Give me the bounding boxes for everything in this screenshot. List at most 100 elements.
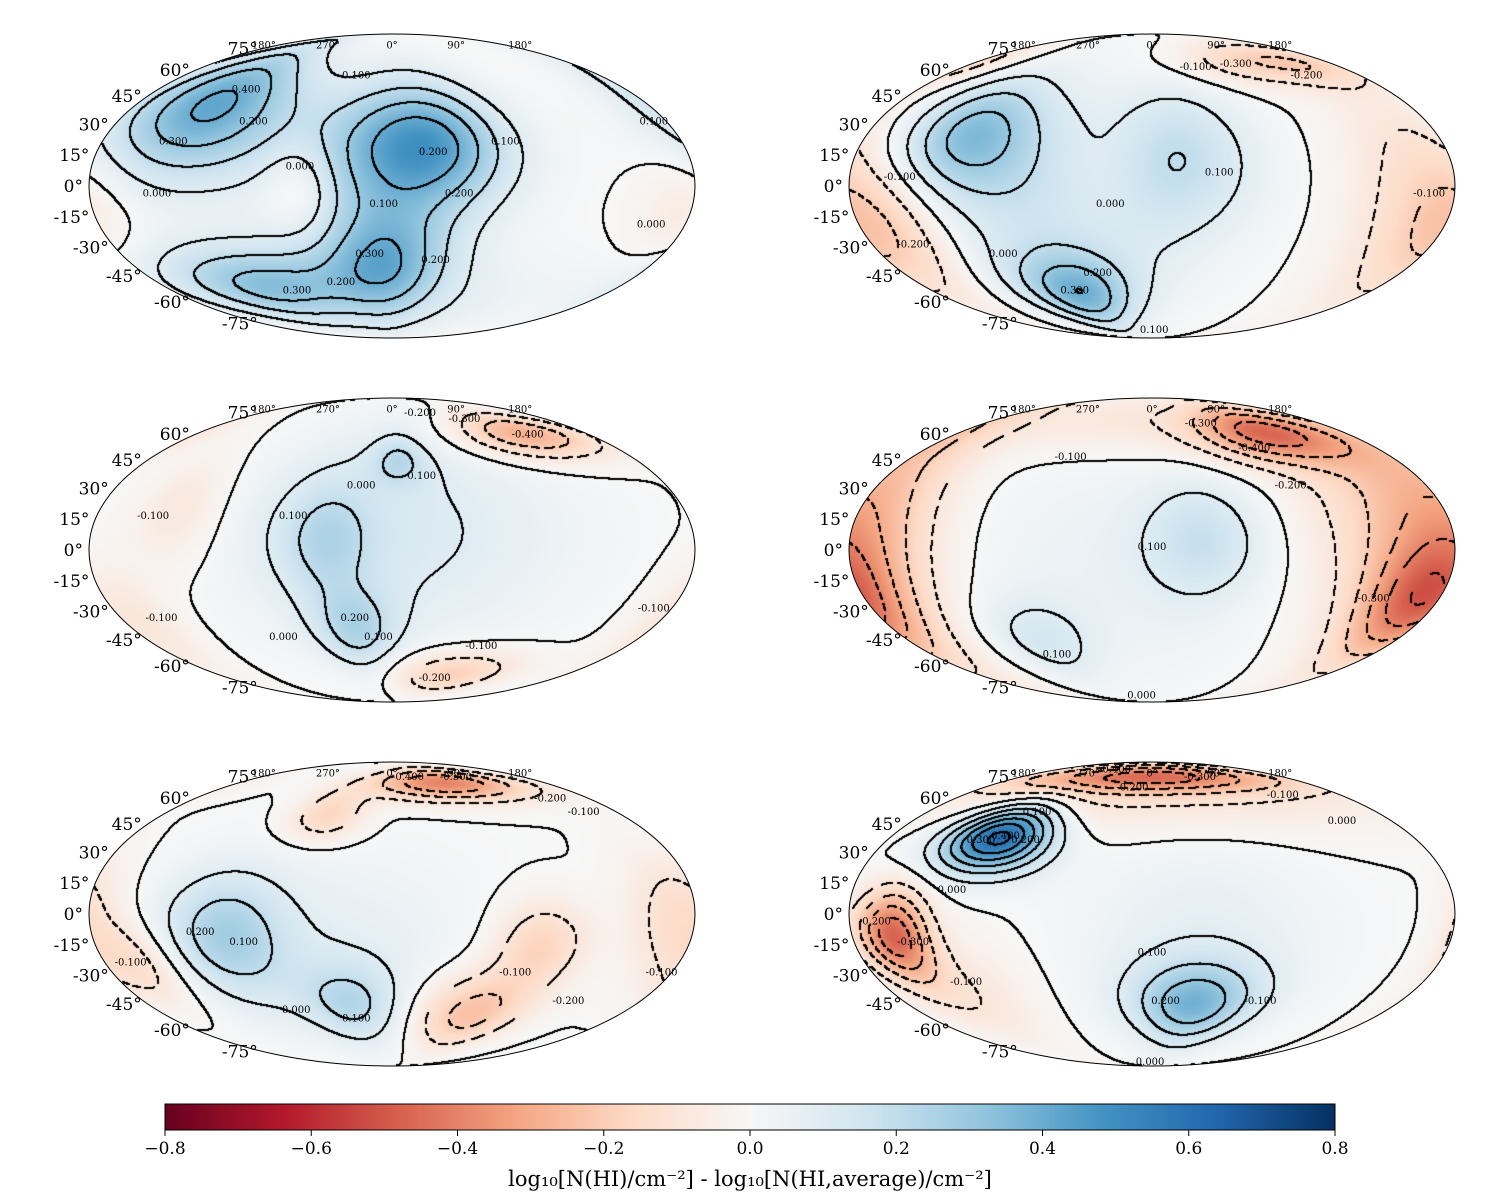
panel-4: -0.300 -0.400 -0.200 -0.100 0.100 -0.300 0.100… <box>814 397 1456 703</box>
lat-tick-label: -60° <box>154 657 190 677</box>
heatmap-image <box>849 34 1455 338</box>
lat-tick-label: -60° <box>914 1021 950 1041</box>
lat-tick-label: 60° <box>920 425 950 445</box>
contour-label: 0.000 <box>1096 199 1125 210</box>
lat-tick-label: -15° <box>814 936 850 956</box>
lon-tick-label: 180° <box>1012 40 1036 51</box>
contour-label: -0.100 <box>1267 790 1299 801</box>
lat-tick-label: 30° <box>839 480 869 500</box>
colorbar-strip <box>164 1103 1336 1131</box>
lat-tick-label: 0° <box>64 905 83 925</box>
contour-label: -0.400 <box>392 772 424 783</box>
lat-tick-label: 30° <box>79 116 109 136</box>
lat-tick-label: -60° <box>154 293 190 313</box>
contour-label: -0.200 <box>1275 481 1307 492</box>
panel-outline <box>848 33 1456 339</box>
panel-outline <box>88 397 696 703</box>
colorbar-tick-label: 0.2 <box>883 1139 910 1159</box>
contour-label: 0.000 <box>1127 691 1156 702</box>
contour-label: 0.200 <box>1011 835 1040 846</box>
lat-tick-label: -60° <box>914 293 950 313</box>
contour-label: 0.300 <box>283 286 312 297</box>
contour-label: 0.100 <box>279 511 308 522</box>
contour-label: 0.200 <box>445 188 474 199</box>
contour-label: -0.100 <box>499 967 531 978</box>
lat-tick-label: 60° <box>160 61 190 81</box>
lat-tick-label: 45° <box>112 815 142 835</box>
colorbar-tick-label: 0.0 <box>736 1139 763 1159</box>
lon-tick-label: 0° <box>1146 768 1157 779</box>
contour-label: 0.200 <box>340 613 369 624</box>
contour-label: 0.100 <box>229 937 258 948</box>
lat-tick-label: -45° <box>866 995 902 1015</box>
lat-tick-label: -30° <box>833 966 869 986</box>
contour-label: -0.200 <box>419 673 451 684</box>
lat-tick-label: -60° <box>914 657 950 677</box>
contour-label: 0.100 <box>1023 807 1052 818</box>
lat-tick-label: -75° <box>982 315 1018 335</box>
lat-tick-label: 15° <box>819 874 849 894</box>
panel-outline <box>848 397 1456 703</box>
contour-label: -0.200 <box>534 793 566 804</box>
lat-tick-label: -15° <box>54 936 90 956</box>
contour-label: 0.100 <box>491 137 520 148</box>
lat-tick-label: 45° <box>112 87 142 107</box>
colorbar-tick-label: −0.2 <box>583 1139 624 1159</box>
lat-tick-label: 60° <box>920 789 950 809</box>
contour-label: 0.300 <box>159 137 188 148</box>
contour-label: -0.100 <box>1180 62 1212 73</box>
contour-label: -0.400 <box>1238 443 1270 454</box>
lon-tick-label: 270° <box>316 404 340 415</box>
lat-tick-label: -30° <box>833 602 869 622</box>
contour-label: -0.200 <box>1291 70 1323 81</box>
contour-label: -0.100 <box>115 957 147 968</box>
lat-tick-label: -45° <box>106 995 142 1015</box>
contour-label: 0.200 <box>186 927 215 938</box>
contour-label: 0.000 <box>282 1005 311 1016</box>
lat-tick-label: 0° <box>64 541 83 561</box>
lon-tick-label: 270° <box>316 768 340 779</box>
contour-label: -0.300 <box>897 937 929 948</box>
colorbar-tick-label: 0.8 <box>1321 1139 1348 1159</box>
lon-tick-label: 0° <box>386 40 397 51</box>
lat-tick-label: -75° <box>982 679 1018 699</box>
contour-label: -0.100 <box>465 641 497 652</box>
lon-tick-label: 0° <box>386 768 397 779</box>
lat-tick-label: 75° <box>228 39 258 59</box>
contour-label: 0.000 <box>347 481 376 492</box>
contour-label: 0.000 <box>269 632 298 643</box>
panel-1: 0.100 0.100 0.200 0.200 0.100 0.200 0.300 0.000… <box>54 33 696 339</box>
lat-tick-label: -30° <box>73 966 109 986</box>
contour-label: -0.400 <box>1099 765 1131 776</box>
contour-label: -0.100 <box>950 977 982 988</box>
contour-label: -0.300 <box>1358 593 1390 604</box>
colorbar: −0.8 −0.6 −0.4 −0.2 0.0 0.2 0.4 0.6 0.8 log₁₀[N(… <box>144 1103 1349 1191</box>
contour-label: 0.000 <box>143 188 172 199</box>
lon-tick-label: 180° <box>1268 404 1292 415</box>
lat-tick-label: 0° <box>824 177 843 197</box>
lat-tick-label: 75° <box>988 403 1018 423</box>
lon-tick-label: 180° <box>508 768 532 779</box>
lat-tick-label: 15° <box>59 146 89 166</box>
lon-tick-label: 180° <box>508 404 532 415</box>
lat-tick-label: -15° <box>814 572 850 592</box>
lat-tick-label: 30° <box>79 480 109 500</box>
lon-tick-label: 90° <box>447 768 465 779</box>
contour-label: -0.300 <box>448 414 480 425</box>
panel-6: -0.300-0.400-0.200-0.1000.0000.1000.2000… <box>814 761 1456 1068</box>
lat-tick-label: 0° <box>824 905 843 925</box>
lon-tick-label: 90° <box>447 40 465 51</box>
panel-3: -0.400 -0.300 -0.200 0.100 0.000 0.100 -0.100 0… <box>54 397 696 703</box>
lon-tick-label: 180° <box>252 768 276 779</box>
lon-tick-label: 180° <box>1012 768 1036 779</box>
contour-label: 0.100 <box>342 70 371 81</box>
contour-label: 0.100 <box>639 117 668 128</box>
panel-outline <box>88 33 696 339</box>
contour-label: 0.100 <box>1205 168 1234 179</box>
contour-label: 0.100 <box>364 632 393 643</box>
lon-tick-label: 0° <box>1146 40 1157 51</box>
lon-tick-label: 270° <box>1076 768 1100 779</box>
contour-label: -0.400 <box>512 429 544 440</box>
contour-label: 0.200 <box>419 147 448 158</box>
